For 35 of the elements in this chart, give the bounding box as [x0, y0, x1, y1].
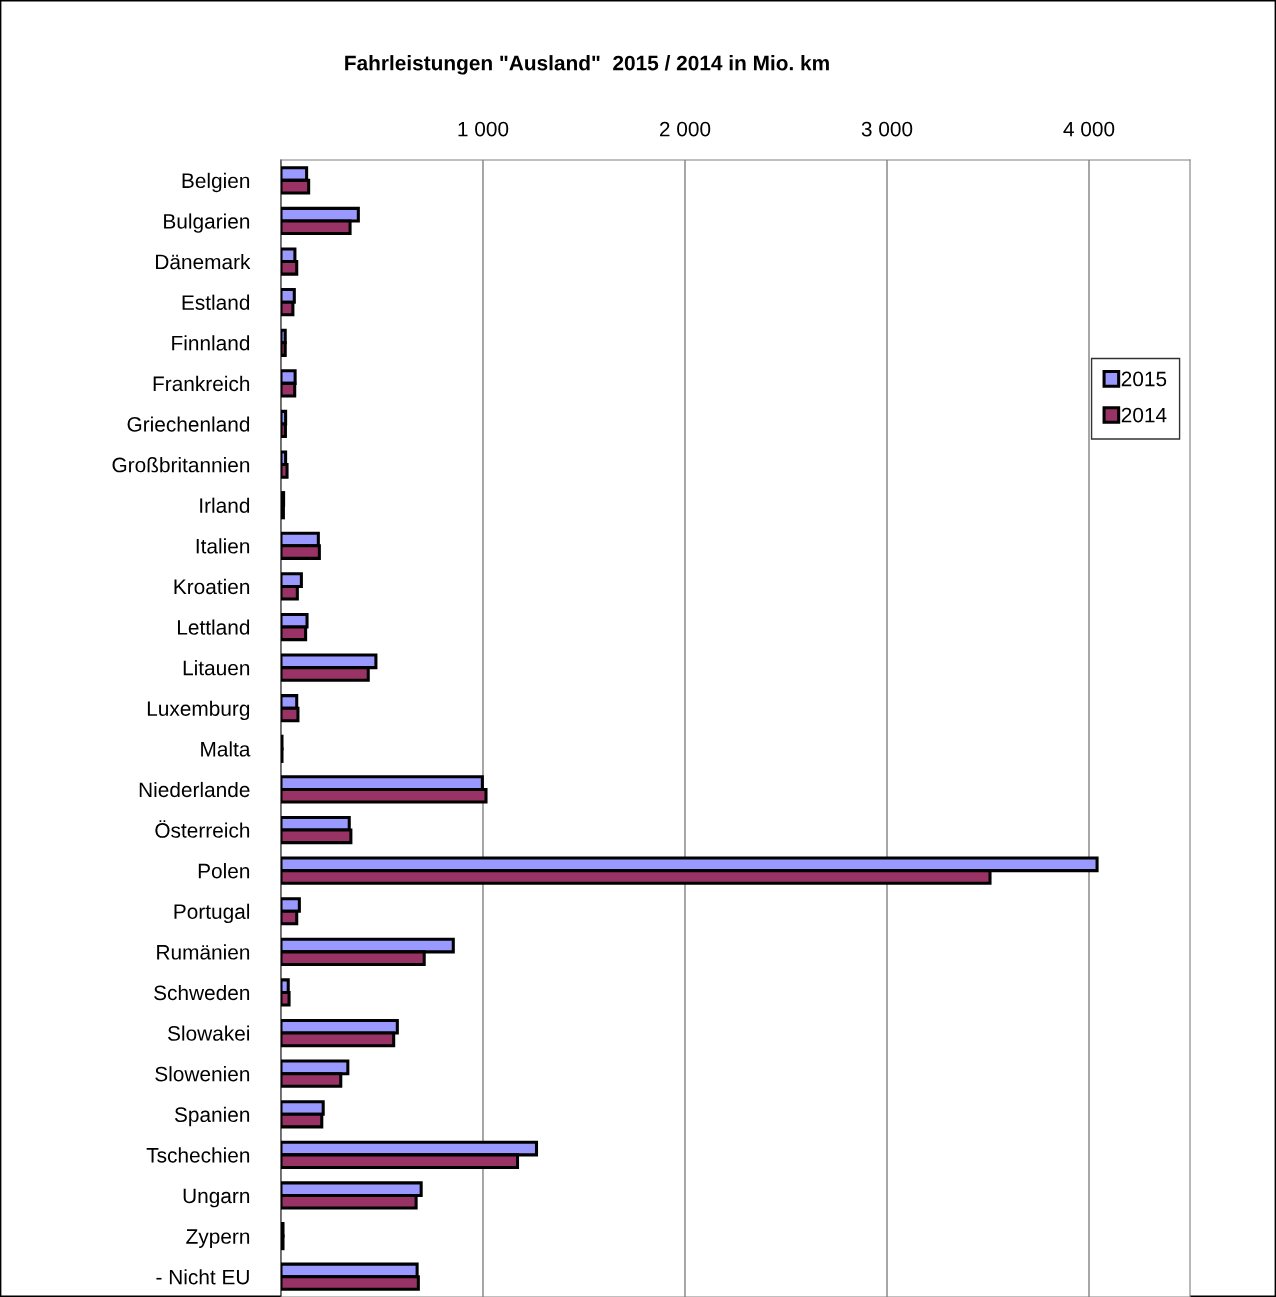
y-tick-label: Schweden — [154, 984, 250, 1001]
y-tick-label: Malta — [201, 741, 251, 757]
y-tick-label: Irland — [200, 497, 250, 513]
y-tick-label: Portugal — [174, 903, 250, 924]
y-tick-label: - Nicht EU — [156, 1269, 249, 1285]
legend-label: 2015 — [1121, 371, 1167, 387]
y-tick-label: Zypern — [186, 1229, 250, 1248]
x-tick-label: 1 000 — [458, 121, 509, 137]
y-tick-label: Kroatien — [174, 578, 250, 595]
y-tick-label: Slowenien — [155, 1066, 250, 1082]
y-tick-label: Niederlande — [139, 781, 250, 798]
y-tick-label: Estland — [182, 294, 250, 310]
x-tick-label: 2 000 — [659, 121, 711, 137]
y-tick-label: Lettland — [178, 619, 250, 635]
y-tick-label: Österreich — [155, 820, 250, 838]
y-tick-label: Rumänien — [157, 944, 250, 960]
y-tick-label: Bulgarien — [164, 213, 250, 233]
y-tick-label: Finnland — [172, 335, 250, 351]
y-tick-label: Litauen — [183, 660, 250, 676]
chart-title: Fahrleistungen "Ausland" 2015 / 2014 in Mio. km — [345, 55, 829, 75]
x-tick-label: 3 000 — [861, 121, 913, 137]
legend-label: 2014 — [1121, 407, 1167, 423]
y-tick-label: Luxemburg — [147, 700, 250, 721]
y-tick-label: Ungarn — [183, 1188, 250, 1208]
y-tick-label: Belgien — [182, 172, 250, 193]
y-tick-label: Italien — [196, 538, 250, 554]
y-tick-label: Polen — [198, 863, 250, 879]
y-tick-label: Großbritannien — [112, 457, 250, 473]
y-tick-label: Dänemark — [156, 254, 251, 270]
y-tick-label: Tschechien — [146, 1147, 250, 1163]
y-tick-label: Frankreich — [153, 375, 250, 392]
y-tick-label: Spanien — [174, 1106, 250, 1127]
y-tick-label: Slowakei — [167, 1025, 250, 1041]
y-tick-label: Griechenland — [127, 416, 250, 432]
x-tick-label: 4 000 — [1063, 121, 1115, 137]
